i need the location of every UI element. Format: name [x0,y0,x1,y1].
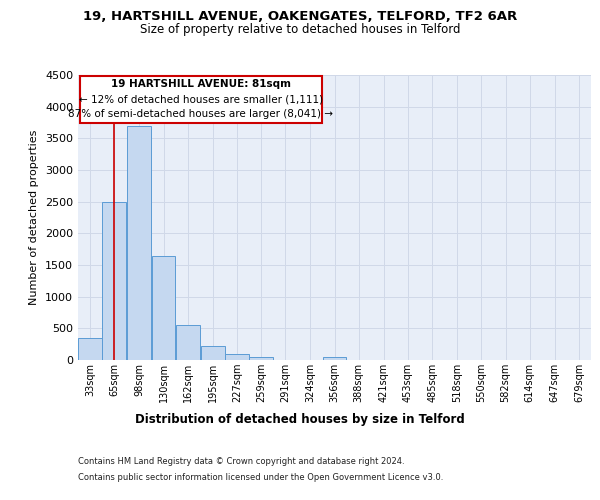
Text: 87% of semi-detached houses are larger (8,041) →: 87% of semi-detached houses are larger (… [68,108,334,118]
Bar [80,76,322,122]
Y-axis label: Number of detached properties: Number of detached properties [29,130,40,305]
Bar [176,324,200,360]
Text: Distribution of detached houses by size in Telford: Distribution of detached houses by size … [135,412,465,426]
Text: 19, HARTSHILL AVENUE, OAKENGATES, TELFORD, TF2 6AR: 19, HARTSHILL AVENUE, OAKENGATES, TELFOR… [83,10,517,23]
Bar [201,346,224,360]
Text: Size of property relative to detached houses in Telford: Size of property relative to detached ho… [140,22,460,36]
Bar [323,356,346,360]
Bar [249,356,273,360]
Bar [225,354,249,360]
Text: ← 12% of detached houses are smaller (1,111): ← 12% of detached houses are smaller (1,… [79,94,323,104]
Bar [103,202,126,360]
Bar [152,256,175,360]
Bar [127,126,151,360]
Text: 19 HARTSHILL AVENUE: 81sqm: 19 HARTSHILL AVENUE: 81sqm [111,80,291,90]
Text: Contains HM Land Registry data © Crown copyright and database right 2024.: Contains HM Land Registry data © Crown c… [78,458,404,466]
Text: Contains public sector information licensed under the Open Government Licence v3: Contains public sector information licen… [78,472,443,482]
Bar [78,338,102,360]
